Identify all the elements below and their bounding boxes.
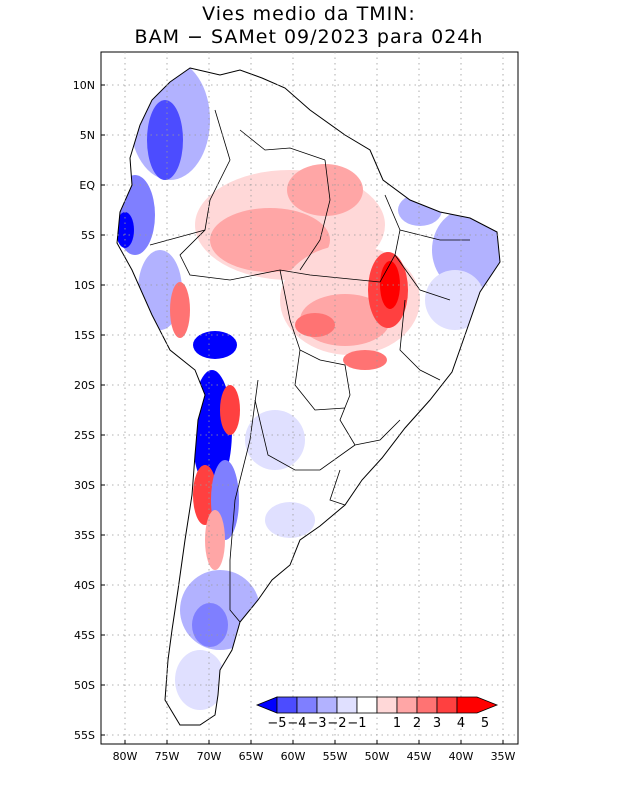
colorbar-label: −1 <box>347 716 366 731</box>
colorbar-label: −4 <box>287 716 306 731</box>
colorbar-swatch <box>356 696 378 714</box>
lat-label: 25S <box>74 429 95 442</box>
lon-label: 55W <box>323 750 348 763</box>
colorbar-label: 3 <box>433 716 441 731</box>
lon-label: 65W <box>239 750 264 763</box>
colorbar-swatch <box>336 696 358 714</box>
colorbar-label: −3 <box>307 716 326 731</box>
colorbar-swatch <box>376 696 398 714</box>
lon-label: 45W <box>407 750 432 763</box>
lon-label: 75W <box>155 750 180 763</box>
lat-label: 5N <box>80 129 95 142</box>
lat-label: 30S <box>74 479 95 492</box>
axis-ticks <box>101 84 504 744</box>
lat-label: 20S <box>74 379 95 392</box>
colorbar-swatch <box>416 696 438 714</box>
colorbar: −5 −4 −3 −2 −1 1 2 3 4 5 <box>255 696 499 731</box>
map-title-line-2: BAM − SAMet 09/2023 para 024h <box>134 26 484 48</box>
lon-label: 60W <box>281 750 306 763</box>
lat-label: EQ <box>79 179 95 192</box>
lon-label: 50W <box>365 750 390 763</box>
lat-label: 45S <box>74 629 95 642</box>
lon-label: 40W <box>449 750 474 763</box>
lat-label: 15S <box>74 329 95 342</box>
colorbar-label: 5 <box>481 716 489 731</box>
colorbar-swatch <box>276 696 298 714</box>
lat-label: 40S <box>74 579 95 592</box>
latitude-labels: 10N 5N EQ 5S 10S 15S 20S 25S 30S 35S 40S… <box>73 79 96 742</box>
colorbar-label: −5 <box>267 716 286 731</box>
lat-label: 50S <box>74 679 95 692</box>
colorbar-swatch <box>436 696 458 714</box>
colorbar-label: 4 <box>457 716 465 731</box>
lon-label: 80W <box>113 750 138 763</box>
colorbar-swatch <box>296 696 318 714</box>
colorbar-label: −2 <box>327 716 346 731</box>
colorbar-swatch <box>396 696 418 714</box>
colorbar-right-arrow <box>456 696 499 714</box>
political-borders <box>149 109 470 623</box>
lon-label: 35W <box>491 750 516 763</box>
lat-label: 35S <box>74 529 95 542</box>
colorbar-label: 2 <box>413 716 421 731</box>
lat-label: 55S <box>74 729 95 742</box>
gridlines <box>101 52 518 744</box>
map-title-line-1: Vies medio da TMIN: <box>202 3 416 25</box>
lat-label: 10S <box>74 279 95 292</box>
colorbar-label: 1 <box>393 716 401 731</box>
lon-label: 70W <box>197 750 222 763</box>
longitude-labels: 80W 75W 70W 65W 60W 55W 50W 45W 40W 35W <box>113 750 516 763</box>
lat-label: 10N <box>73 79 95 92</box>
colorbar-swatch <box>316 696 338 714</box>
lat-label: 5S <box>81 229 95 242</box>
